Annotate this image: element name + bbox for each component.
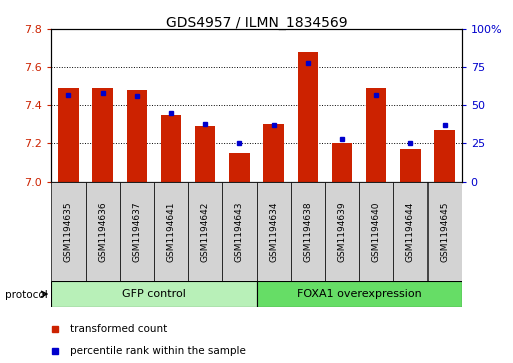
Text: GSM1194635: GSM1194635: [64, 201, 73, 262]
Text: GSM1194636: GSM1194636: [98, 201, 107, 262]
Text: GSM1194642: GSM1194642: [201, 201, 210, 262]
Bar: [127, 90, 147, 182]
Bar: [51, 182, 86, 281]
Text: FOXA1 overexpression: FOXA1 overexpression: [297, 289, 422, 299]
Bar: [161, 115, 181, 182]
Bar: [195, 126, 215, 182]
Text: GSM1194634: GSM1194634: [269, 201, 278, 262]
Bar: [256, 281, 462, 307]
Bar: [359, 182, 393, 281]
Bar: [291, 182, 325, 281]
Text: GDS4957 / ILMN_1834569: GDS4957 / ILMN_1834569: [166, 16, 347, 30]
Text: GSM1194639: GSM1194639: [338, 201, 346, 262]
Bar: [256, 182, 291, 281]
Bar: [154, 182, 188, 281]
Bar: [427, 182, 462, 281]
Text: GSM1194640: GSM1194640: [372, 201, 381, 262]
Bar: [263, 125, 284, 182]
Bar: [393, 182, 427, 281]
Bar: [120, 182, 154, 281]
Bar: [325, 182, 359, 281]
Bar: [229, 153, 250, 182]
Bar: [58, 88, 78, 182]
Bar: [332, 143, 352, 182]
Bar: [86, 182, 120, 281]
Bar: [298, 52, 318, 182]
Text: percentile rank within the sample: percentile rank within the sample: [70, 346, 246, 356]
Text: GSM1194638: GSM1194638: [303, 201, 312, 262]
Text: transformed count: transformed count: [70, 324, 168, 334]
Bar: [188, 182, 222, 281]
Bar: [51, 281, 256, 307]
Text: GSM1194645: GSM1194645: [440, 201, 449, 262]
Text: GSM1194641: GSM1194641: [167, 201, 175, 262]
Bar: [92, 88, 113, 182]
Bar: [366, 88, 386, 182]
Text: protocol: protocol: [5, 290, 48, 300]
Text: GSM1194644: GSM1194644: [406, 201, 415, 262]
Bar: [435, 130, 455, 182]
Bar: [400, 149, 421, 182]
Text: GSM1194637: GSM1194637: [132, 201, 141, 262]
Bar: [222, 182, 256, 281]
Text: GFP control: GFP control: [122, 289, 186, 299]
Text: GSM1194643: GSM1194643: [235, 201, 244, 262]
